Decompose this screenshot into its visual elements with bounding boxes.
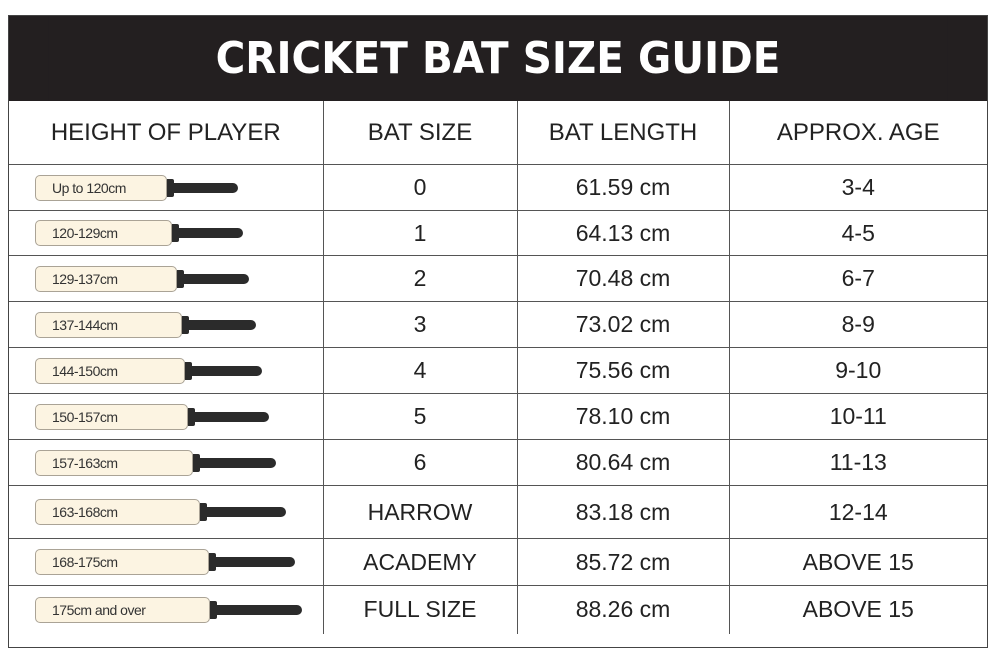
cricket-bat-icon: Up to 120cm [35,174,238,201]
bat-handle [189,319,256,330]
player-height: 163-168cm [35,499,200,525]
column-header-bat-length: BAT LENGTH [516,101,730,165]
bat-handle [174,182,238,193]
approx-age: 12-14 [728,485,987,539]
header-row: HEIGHT OF PLAYER BAT SIZE BAT LENGTH APP… [9,101,987,165]
bat-size: ACADEMY [322,538,518,586]
bat-shoulder [172,224,179,242]
bat-shoulder [200,503,207,521]
approx-age: ABOVE 15 [728,538,987,586]
bat-length: 64.13 cm [516,210,730,256]
player-height-cell: 163-168cm [9,485,324,539]
approx-age: 11-13 [728,439,987,486]
bat-length: 80.64 cm [516,439,730,486]
bat-length: 85.72 cm [516,538,730,586]
page-title: CRICKET BAT SIZE GUIDE [48,16,948,101]
bat-size: 4 [322,347,518,394]
bat-shoulder [185,361,192,380]
player-height-cell: Up to 120cm [9,164,324,211]
cricket-bat-icon: 129-137cm [35,265,249,292]
approx-age: 3-4 [728,164,987,211]
bat-shoulder [210,600,217,619]
player-height-cell: 129-137cm [9,255,324,302]
table-row: 120-129cm 1 64.13 cm 4-5 [9,210,987,256]
table-row: 157-163cm 6 80.64 cm 11-13 [9,439,987,486]
cricket-bat-icon: 163-168cm [35,499,286,525]
approx-age: 9-10 [728,347,987,394]
player-height-cell: 144-150cm [9,347,324,394]
approx-age: 10-11 [728,393,987,440]
approx-age: ABOVE 15 [728,585,987,634]
bat-length: 88.26 cm [516,585,730,634]
column-header-age: APPROX. AGE [728,101,987,165]
player-height: 129-137cm [35,265,177,292]
bat-size: HARROW [322,485,518,539]
bat-handle [195,411,269,422]
player-height: 120-129cm [35,220,172,246]
bat-shoulder [167,178,174,197]
player-height: 150-157cm [35,403,188,430]
bat-size: 5 [322,393,518,440]
player-height: 168-175cm [35,549,209,575]
column-header-bat-size: BAT SIZE [322,101,518,165]
bat-handle [216,557,295,567]
bat-shoulder [188,407,195,426]
bat-size: 1 [322,210,518,256]
cricket-bat-icon: 157-163cm [35,449,276,476]
bat-handle [179,228,243,238]
table-row: 168-175cm ACADEMY 85.72 cm ABOVE 15 [9,538,987,586]
bat-shoulder [182,315,189,334]
player-height: 157-163cm [35,449,193,476]
cricket-bat-icon: 175cm and over [35,596,302,623]
cricket-bat-icon: 137-144cm [35,311,256,338]
bat-size: 2 [322,255,518,302]
approx-age: 4-5 [728,210,987,256]
bat-length: 73.02 cm [516,301,730,348]
player-height-cell: 175cm and over [9,585,324,634]
cricket-bat-icon: 144-150cm [35,357,262,384]
bat-size: FULL SIZE [322,585,518,634]
player-height-cell: 157-163cm [9,439,324,486]
bat-handle [207,507,286,517]
player-height: 175cm and over [35,596,210,623]
cricket-bat-icon: 120-129cm [35,220,243,246]
cricket-bat-icon: 150-157cm [35,403,269,430]
column-header-height: HEIGHT OF PLAYER [9,101,324,165]
cricket-bat-icon: 168-175cm [35,549,295,575]
bat-handle [192,365,262,376]
table-row: 137-144cm 3 73.02 cm 8-9 [9,301,987,348]
bat-size: 3 [322,301,518,348]
table-row: 163-168cm HARROW 83.18 cm 12-14 [9,485,987,539]
bat-handle [200,457,276,468]
table-row: 144-150cm 4 75.56 cm 9-10 [9,347,987,394]
bat-length: 78.10 cm [516,393,730,440]
player-height: 137-144cm [35,311,182,338]
table-row: 175cm and over FULL SIZE 88.26 cm ABOVE … [9,585,987,634]
bat-length: 61.59 cm [516,164,730,211]
bat-shoulder [177,269,184,288]
size-table: HEIGHT OF PLAYER BAT SIZE BAT LENGTH APP… [9,101,987,634]
player-height-cell: 120-129cm [9,210,324,256]
table-row: 129-137cm 2 70.48 cm 6-7 [9,255,987,302]
bat-shoulder [193,453,200,472]
approx-age: 6-7 [728,255,987,302]
bat-length: 83.18 cm [516,485,730,539]
bat-length: 75.56 cm [516,347,730,394]
player-height: Up to 120cm [35,174,167,201]
bat-size: 6 [322,439,518,486]
player-height: 144-150cm [35,357,185,384]
bat-handle [184,273,249,284]
bat-handle [217,604,302,615]
table-row: 150-157cm 5 78.10 cm 10-11 [9,393,987,440]
player-height-cell: 168-175cm [9,538,324,586]
bat-shoulder [209,553,216,571]
bat-size-guide: CRICKET BAT SIZE GUIDE HEIGHT OF PLAYER … [8,15,988,648]
title-bar: CRICKET BAT SIZE GUIDE [9,16,987,101]
bat-size: 0 [322,164,518,211]
bat-length: 70.48 cm [516,255,730,302]
player-height-cell: 137-144cm [9,301,324,348]
player-height-cell: 150-157cm [9,393,324,440]
table-row: Up to 120cm 0 61.59 cm 3-4 [9,164,987,211]
approx-age: 8-9 [728,301,987,348]
